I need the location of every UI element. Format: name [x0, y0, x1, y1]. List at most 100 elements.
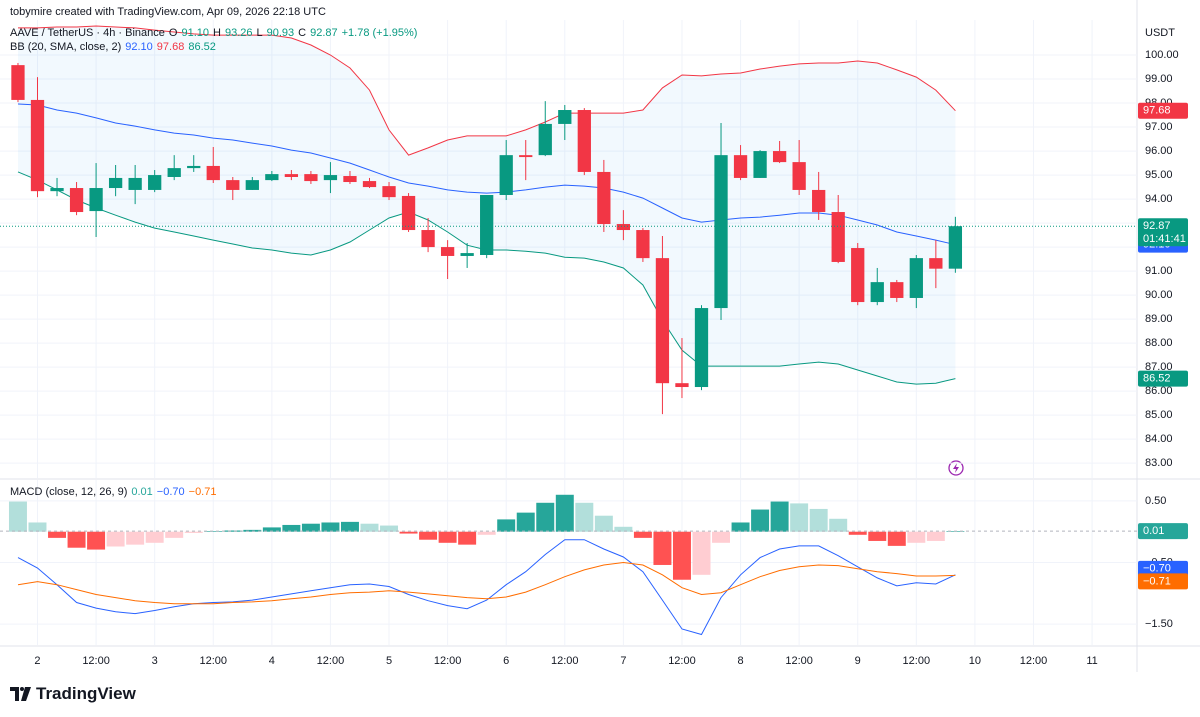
candle-body [890, 282, 904, 298]
x-tick-label: 10 [969, 655, 981, 667]
histogram-bar [8, 501, 27, 532]
candle-body [577, 110, 591, 172]
alert-icon[interactable] [948, 460, 964, 476]
indicator-title[interactable]: BB (20, SMA, close, 2) [10, 41, 122, 53]
price-box-bg [1138, 218, 1188, 247]
histogram-bar [887, 531, 906, 546]
last-value-label: 86.52 [1143, 373, 1171, 385]
x-tick-label: 7 [620, 655, 626, 667]
histogram-bar [712, 531, 731, 543]
candle-body [909, 258, 923, 298]
y-tick-label: 96.00 [1145, 145, 1173, 157]
histogram-bar [458, 531, 477, 545]
legend-value: 92.10 [125, 41, 153, 53]
x-tick-label: 12:00 [785, 655, 813, 667]
candle-body [382, 186, 396, 198]
brand[interactable]: TradingView [10, 684, 136, 704]
last-value-label-bg [1138, 523, 1188, 540]
x-tick-label: 3 [152, 655, 158, 667]
symbol-title[interactable]: AAVE / TetherUS · 4h · Binance [10, 27, 165, 39]
histogram-bar [536, 502, 555, 532]
histogram-bar [692, 531, 711, 575]
histogram-bar [126, 531, 145, 545]
histogram-bar [145, 531, 164, 543]
x-tick-label: 6 [503, 655, 509, 667]
x-tick-label: 4 [269, 655, 275, 667]
histogram-bar [653, 531, 672, 565]
histogram-bar [751, 509, 770, 532]
histogram-bar [204, 531, 223, 532]
candle-body [50, 188, 64, 192]
legend-value: 90.93 [266, 27, 295, 39]
candle-body [69, 188, 84, 213]
x-tick-label: 12:00 [1020, 655, 1048, 667]
candle-body [421, 230, 435, 248]
candle-body [772, 151, 787, 163]
y-tick-label: 95.00 [1145, 169, 1173, 181]
y-tick-label: 0.50 [1145, 495, 1166, 507]
x-tick-label: 12:00 [199, 655, 227, 667]
candle-body [89, 188, 103, 212]
brand-text: TradingView [36, 684, 136, 703]
histogram-bar [106, 531, 125, 547]
legend-row: BB (20, SMA, close, 2) 92.10 97.68 86.52 [10, 41, 216, 53]
candle-body [206, 165, 220, 181]
histogram-bar [829, 518, 848, 532]
y-tick-label: 83.00 [1145, 457, 1173, 469]
candle-body [304, 174, 318, 182]
candle-body [499, 155, 513, 195]
y-tick-label: 91.00 [1145, 265, 1173, 277]
candle-body [792, 162, 806, 190]
candle-body [167, 168, 181, 177]
candle-body [245, 180, 259, 190]
histogram-bar [594, 515, 613, 532]
brand-logo [10, 687, 31, 701]
histogram-bar [301, 523, 320, 532]
legend-label: C [298, 27, 307, 39]
candle-body [538, 123, 552, 156]
histogram-bar [926, 531, 945, 541]
histogram-bar [790, 503, 809, 532]
indicator-line [17, 561, 956, 605]
candle-body [558, 110, 572, 124]
indicator-line [18, 25, 956, 156]
y-tick-label: 100.00 [1145, 49, 1179, 61]
y-tick-label: 99.00 [1145, 73, 1173, 85]
y-tick-label: 97.00 [1145, 121, 1173, 133]
candle-body [460, 253, 474, 256]
candle-body [831, 212, 845, 262]
indicator-title[interactable]: MACD (close, 12, 26, 9) [10, 486, 128, 498]
histogram-bar [809, 508, 828, 532]
legend-row: AAVE / TetherUS · 4h · Binance O 91.10 H 93.… [10, 27, 417, 39]
candle-body [733, 155, 748, 178]
histogram-bar [399, 531, 418, 534]
histogram-bar [87, 531, 106, 550]
x-tick-label: 12:00 [668, 655, 696, 667]
candle-body [655, 258, 670, 384]
histogram-bar [360, 523, 379, 532]
x-tick-label: 12:00 [317, 655, 345, 667]
histogram-bar [262, 527, 281, 532]
candle-body [401, 195, 416, 231]
candle-body [440, 247, 455, 256]
axis-unit: USDT [1145, 27, 1175, 39]
candle-body [30, 99, 45, 192]
candle-body [714, 155, 728, 309]
candle-body [870, 282, 884, 303]
legend-value: −0.71 [188, 486, 217, 498]
candle-body [675, 383, 689, 388]
candle-body [519, 155, 533, 158]
alert-icon-bolt [953, 463, 959, 473]
histogram-bar [340, 521, 359, 532]
candle-body [108, 177, 123, 189]
candle-body [128, 177, 142, 190]
candle-body [616, 224, 631, 231]
histogram-bar [321, 522, 340, 532]
legend-value: 92.87 [310, 27, 338, 39]
y-tick-label: 86.00 [1145, 385, 1173, 397]
last-value-label: 97.68 [1143, 105, 1171, 117]
histogram-bar [555, 494, 574, 532]
candle-body [480, 194, 494, 256]
legend-value: 91.10 [181, 27, 209, 39]
